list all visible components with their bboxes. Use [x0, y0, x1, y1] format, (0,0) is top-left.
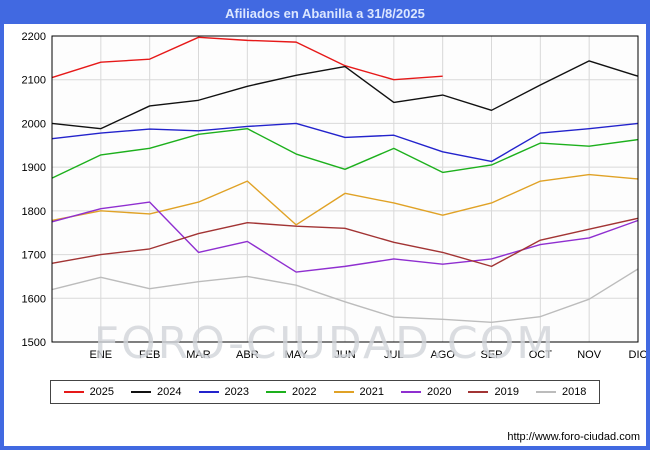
- legend-item-2020: 2020: [400, 386, 452, 398]
- svg-text:AGO: AGO: [430, 349, 455, 361]
- footer-url[interactable]: http://www.foro-ciudad.com: [507, 431, 640, 443]
- legend-row: 2025 2024 2023 2022 2021 2020 2019 2018: [4, 380, 646, 404]
- legend-label: 2023: [224, 386, 250, 398]
- legend-item-2023: 2023: [198, 386, 250, 398]
- legend-label: 2022: [292, 386, 317, 398]
- legend-item-2021: 2021: [333, 386, 384, 398]
- legend-item-2025: 2025: [63, 386, 115, 398]
- legend-swatch: [266, 391, 287, 393]
- legend-swatch: [63, 391, 84, 393]
- svg-text:1600: 1600: [22, 293, 46, 305]
- legend-label: 2021: [359, 386, 384, 398]
- svg-text:SEP: SEP: [480, 349, 502, 361]
- svg-text:2100: 2100: [22, 75, 46, 87]
- legend-label: 2019: [494, 386, 519, 398]
- svg-text:ENE: ENE: [90, 349, 113, 361]
- legend-item-2018: 2018: [535, 386, 587, 398]
- svg-text:1900: 1900: [22, 162, 46, 174]
- chart-svg: 1500 1600 1700 1800 1900 2000 2100 2200 ENE FEB MA…: [22, 31, 648, 361]
- svg-text:1700: 1700: [22, 250, 46, 262]
- legend-label: 2018: [561, 386, 587, 398]
- legend: 2025 2024 2023 2022 2021 2020 2019 2018: [49, 380, 601, 404]
- legend-swatch: [468, 391, 489, 393]
- svg-text:JUN: JUN: [334, 349, 355, 361]
- legend-swatch: [535, 391, 556, 393]
- legend-item-2022: 2022: [266, 386, 317, 398]
- svg-text:OCT: OCT: [529, 349, 553, 361]
- svg-text:MAY: MAY: [285, 349, 309, 361]
- svg-text:1800: 1800: [22, 206, 46, 218]
- svg-text:JUL: JUL: [384, 349, 404, 361]
- legend-label: 2020: [426, 386, 452, 398]
- legend-item-2024: 2024: [131, 386, 182, 398]
- svg-text:2000: 2000: [22, 118, 46, 130]
- svg-text:NOV: NOV: [577, 349, 602, 361]
- svg-text:MAR: MAR: [186, 349, 211, 361]
- legend-label: 2025: [89, 386, 115, 398]
- svg-text:DIC: DIC: [629, 349, 648, 361]
- legend-swatch: [333, 391, 354, 393]
- svg-text:ABR: ABR: [236, 349, 259, 361]
- legend-label: 2024: [157, 386, 182, 398]
- legend-item-2019: 2019: [468, 386, 519, 398]
- legend-swatch: [400, 391, 421, 393]
- svg-text:1500: 1500: [22, 337, 46, 349]
- legend-swatch: [198, 391, 219, 393]
- chart: 1500 1600 1700 1800 1900 2000 2100 2200 ENE FEB MA…: [4, 24, 646, 404]
- svg-text:2200: 2200: [22, 31, 46, 43]
- chart-title: Afiliados en Abanilla a 31/8/2025: [4, 4, 646, 24]
- legend-swatch: [131, 391, 152, 393]
- svg-text:FEB: FEB: [139, 349, 160, 361]
